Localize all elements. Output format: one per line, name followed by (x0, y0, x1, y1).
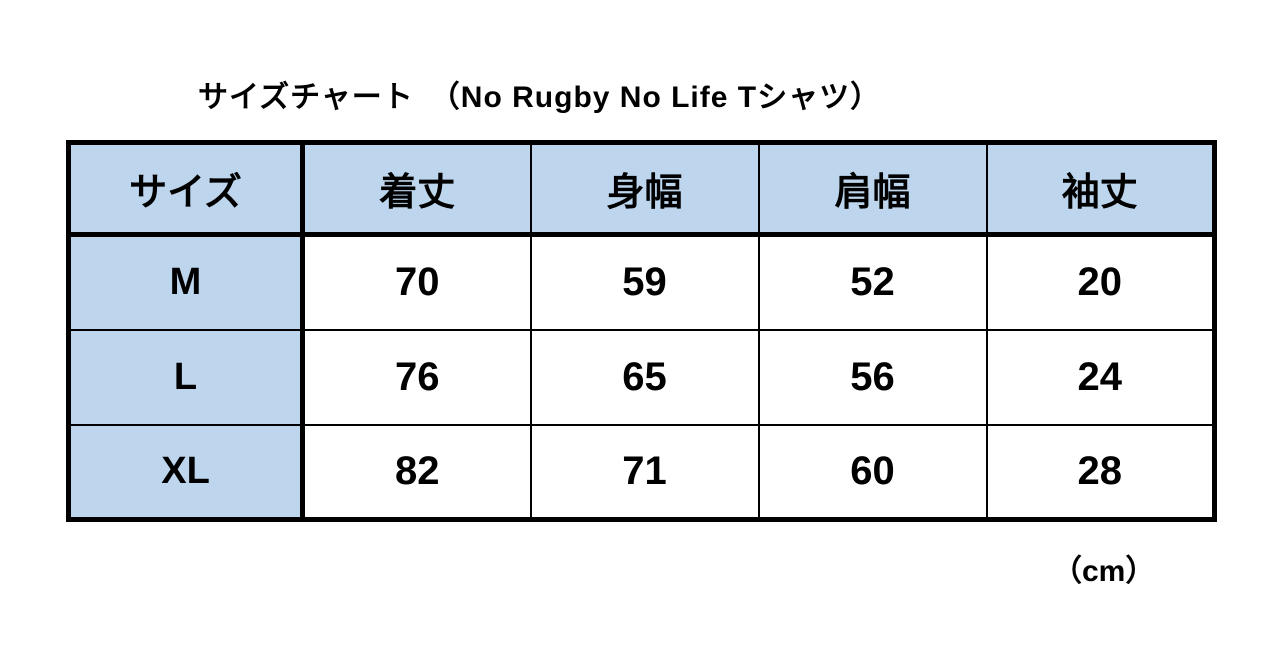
column-header-body-length: 着丈 (301, 141, 532, 237)
size-chart-title: サイズチャート （No Rugby No Life Tシャツ） (198, 81, 882, 114)
row-label-l: L (67, 328, 305, 426)
column-header-size: サイズ (67, 141, 305, 237)
cell-xl-shoulder-width: 60 (757, 423, 988, 521)
cell-l-body-length: 76 (301, 328, 532, 426)
cell-m-sleeve-length: 20 (985, 233, 1216, 331)
cell-xl-body-length: 82 (301, 423, 532, 521)
cell-l-shoulder-width: 56 (757, 328, 988, 426)
column-header-sleeve-length: 袖丈 (985, 141, 1216, 237)
cell-xl-sleeve-length: 28 (985, 423, 1216, 521)
cell-m-body-width: 59 (529, 233, 760, 331)
row-label-xl: XL (67, 423, 305, 521)
cell-l-body-width: 65 (529, 328, 760, 426)
cell-l-sleeve-length: 24 (985, 328, 1216, 426)
cell-m-shoulder-width: 52 (757, 233, 988, 331)
header-row: サイズ 着丈 身幅 肩幅 袖丈 (67, 141, 1216, 237)
table-row-m: M 70 59 52 20 (67, 233, 1216, 331)
cell-xl-body-width: 71 (529, 423, 760, 521)
size-chart-table: サイズ 着丈 身幅 肩幅 袖丈 M 70 59 52 20 L 76 65 56… (66, 140, 1217, 522)
row-label-m: M (67, 233, 305, 331)
column-header-body-width: 身幅 (529, 141, 760, 237)
column-header-shoulder-width: 肩幅 (757, 141, 988, 237)
table-row-l: L 76 65 56 24 (67, 328, 1216, 426)
unit-label-cm: （cm） (1052, 555, 1156, 588)
table-row-xl: XL 82 71 60 28 (67, 423, 1216, 521)
cell-m-body-length: 70 (301, 233, 532, 331)
